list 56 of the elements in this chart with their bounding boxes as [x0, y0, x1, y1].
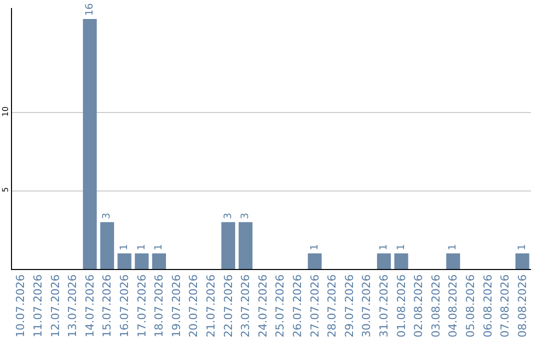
bar [394, 253, 408, 269]
data-label: 1 [136, 244, 148, 250]
y-tick-label: 5 [0, 187, 10, 192]
x-tick-label: 05.08.2026 [464, 274, 478, 338]
x-tick-label: 19.07.2026 [170, 274, 183, 338]
x-tick-label: 03.08.2026 [429, 274, 442, 338]
x-tick-label: 28.07.2026 [326, 274, 339, 338]
x-tick-label: 04.08.2026 [446, 274, 460, 338]
x-tick-label: 22.07.2026 [222, 274, 235, 338]
x-tick-label: 16.07.2026 [118, 274, 132, 338]
x-tick-label: 27.07.2026 [308, 274, 322, 338]
x-tick-label: 15.07.2026 [100, 274, 114, 338]
x-tick-label: 12.07.2026 [48, 274, 62, 338]
x-tick-label: 25.07.2026 [274, 274, 287, 338]
x-tick-label: 30.07.2026 [360, 274, 374, 338]
x-tick-label: 31.07.2026 [378, 274, 391, 338]
x-tick-label: 21.07.2026 [204, 274, 218, 338]
x-tick-label: 10.07.2026 [14, 274, 28, 338]
data-label: 3 [222, 212, 234, 220]
x-tick-label: 17.07.2026 [135, 274, 148, 338]
bar [446, 253, 460, 269]
x-tick-label: 07.08.2026 [498, 274, 512, 338]
data-label: 1 [448, 244, 459, 250]
x-tick-label: 11.07.2026 [32, 274, 45, 338]
bar [515, 253, 530, 269]
data-label: 1 [378, 244, 390, 250]
x-tick-label: 18.07.2026 [152, 274, 166, 338]
data-label: 1 [154, 244, 165, 250]
bar [377, 253, 391, 269]
x-tick-label: 13.07.2026 [66, 274, 80, 338]
data-label: 1 [118, 244, 130, 250]
bar [100, 222, 114, 269]
x-tick-label: 14.07.2026 [83, 274, 96, 338]
data-label: 1 [516, 244, 528, 250]
data-label: 3 [102, 212, 113, 220]
bar [238, 222, 252, 269]
bar [221, 222, 236, 269]
bar [152, 253, 166, 269]
x-tick-label: 01.08.2026 [394, 274, 408, 338]
x-tick-label: 29.07.2026 [342, 274, 356, 338]
x-tick-label: 08.08.2026 [516, 274, 529, 338]
x-tick-label: 24.07.2026 [256, 274, 270, 338]
y-tick-label: 10 [0, 106, 10, 117]
bar [118, 253, 132, 269]
data-label: 1 [309, 244, 320, 250]
data-label: 16 [84, 3, 96, 16]
bar [134, 253, 149, 269]
data-label: 3 [240, 212, 252, 220]
x-tick-label: 26.07.2026 [291, 274, 304, 338]
x-tick-label: 20.07.2026 [187, 274, 200, 338]
bar [308, 253, 322, 269]
bar [82, 18, 97, 269]
x-tick-label: 02.08.2026 [412, 274, 426, 338]
data-label: 1 [396, 244, 407, 250]
x-tick-label: 06.08.2026 [481, 274, 494, 338]
x-tick-label: 23.07.2026 [239, 274, 252, 338]
